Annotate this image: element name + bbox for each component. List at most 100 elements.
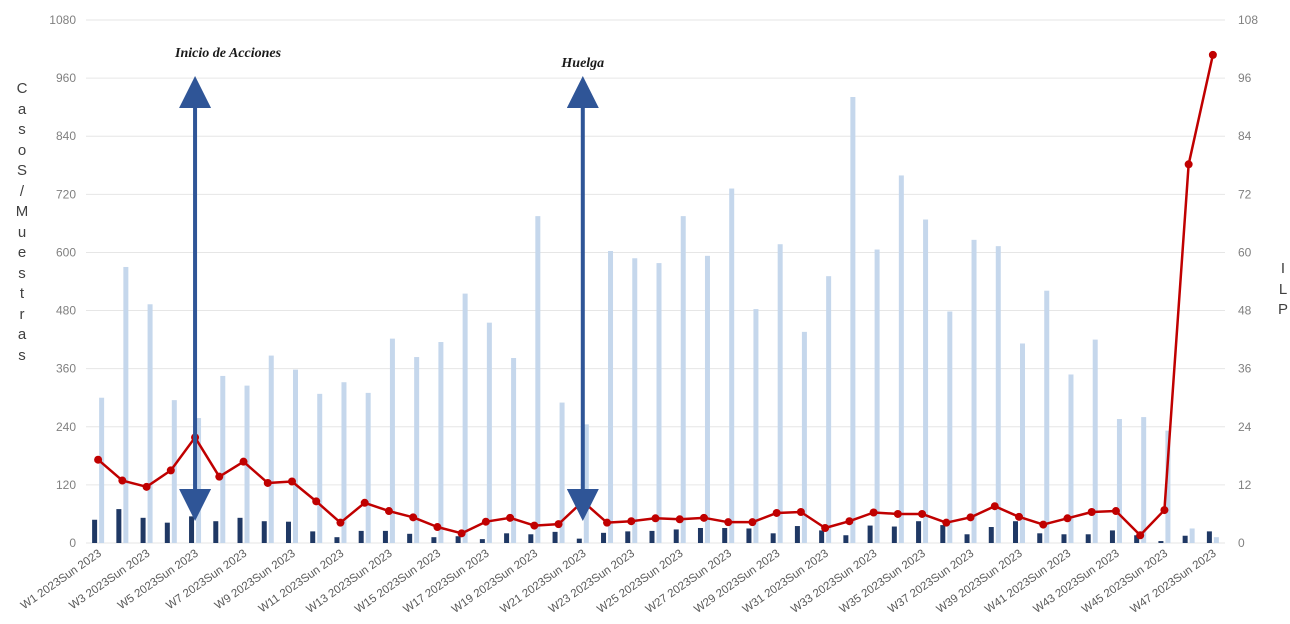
x-tick-label: W43 2023Sun 2023 xyxy=(1031,548,1121,616)
x-tick-label: W7 2023Sun 2023 xyxy=(164,548,249,612)
samples-bar xyxy=(462,293,468,543)
cases-bar xyxy=(867,525,873,543)
cases-bar xyxy=(625,531,631,543)
cases-bar xyxy=(189,516,195,543)
left-axis-label-char: C xyxy=(16,80,28,97)
ilp-point xyxy=(118,476,127,485)
ilp-point xyxy=(772,508,781,517)
x-tick-label: W19 2023Sun 2023 xyxy=(450,548,540,616)
samples-bar xyxy=(511,358,517,543)
left-tick-label: 480 xyxy=(56,304,76,318)
ilp-point xyxy=(1015,512,1024,521)
ilp-point xyxy=(627,517,636,526)
samples-bar xyxy=(680,216,686,543)
ilp-point xyxy=(215,472,224,481)
x-tick-label: W3 2023Sun 2023 xyxy=(67,548,152,612)
cases-bar xyxy=(1061,534,1067,543)
left-axis-label-char: a xyxy=(17,100,27,118)
x-tick-label: W29 2023Sun 2023 xyxy=(692,548,782,616)
samples-bar xyxy=(1165,430,1171,543)
annotation-label: Inicio de Acciones xyxy=(174,46,282,61)
samples-bar xyxy=(656,263,662,543)
cases-bar xyxy=(891,526,897,543)
ilp-point xyxy=(821,523,830,532)
cases-bar xyxy=(697,527,703,543)
ilp-point xyxy=(918,509,927,518)
right-tick-label: 60 xyxy=(1238,245,1252,259)
right-tick-label: 84 xyxy=(1238,129,1252,143)
ilp-point xyxy=(409,513,418,522)
cases-bar xyxy=(407,533,413,543)
cases-bar xyxy=(1013,521,1019,543)
left-tick-label: 720 xyxy=(56,187,76,201)
cases-bar xyxy=(334,537,340,543)
x-tick-label: W1 2023Sun 2023 xyxy=(19,548,104,612)
samples-bar xyxy=(317,393,323,543)
left-axis-label-char: M xyxy=(15,203,29,220)
ilp-point xyxy=(796,508,805,517)
samples-bar xyxy=(729,188,735,543)
left-axis-label-char: t xyxy=(19,285,25,302)
samples-bar xyxy=(292,369,298,543)
ilp-point xyxy=(1111,507,1120,516)
left-tick-label: 0 xyxy=(69,536,76,550)
samples-bar xyxy=(826,276,832,543)
ilp-point xyxy=(1087,508,1096,517)
x-tick-label: W27 2023Sun 2023 xyxy=(644,548,734,616)
x-tick-label: W45 2023Sun 2023 xyxy=(1080,548,1170,616)
x-tick-label: W23 2023Sun 2023 xyxy=(547,548,637,616)
samples-bar xyxy=(971,239,977,543)
right-tick-label: 48 xyxy=(1238,304,1252,318)
left-axis-label-char: S xyxy=(16,162,27,179)
annotation-label: Huelga xyxy=(560,56,604,71)
cases-bar xyxy=(1134,535,1140,543)
x-tick-label: W13 2023Sun 2023 xyxy=(304,548,394,616)
ilp-point xyxy=(1184,160,1193,169)
ilp-point xyxy=(481,517,490,526)
ilp-point xyxy=(384,507,393,516)
left-axis-label-char: s xyxy=(18,121,26,138)
samples-bar xyxy=(1189,528,1195,543)
x-tick-label: W35 2023Sun 2023 xyxy=(838,548,928,616)
ilp-point xyxy=(530,521,539,530)
samples-bars xyxy=(99,96,1219,544)
right-tick-label: 72 xyxy=(1238,187,1252,201)
samples-bar xyxy=(608,250,614,543)
cases-bar xyxy=(479,539,485,543)
cases-bar xyxy=(746,528,752,543)
right-tick-label: 36 xyxy=(1238,362,1252,376)
x-tick-label: W15 2023Sun 2023 xyxy=(353,548,443,616)
cases-bar xyxy=(916,521,922,543)
left-axis-label-char: s xyxy=(18,346,26,364)
samples-bar xyxy=(220,375,226,543)
cases-bar xyxy=(528,534,534,543)
ilp-point xyxy=(699,513,708,522)
samples-bar xyxy=(947,311,953,543)
x-tick-label: W31 2023Sun 2023 xyxy=(741,548,831,616)
left-axis-label-char: u xyxy=(17,223,27,241)
x-tick-label: W17 2023Sun 2023 xyxy=(401,548,491,616)
cases-bar xyxy=(673,529,679,543)
samples-bar xyxy=(147,304,153,543)
cases-bar xyxy=(770,533,776,543)
ilp-point xyxy=(990,502,999,511)
samples-bar xyxy=(438,342,444,543)
left-axis-ticks: 0 120 240 360 480 600 720 840 960 1080 xyxy=(49,13,76,550)
cases-bar xyxy=(92,519,98,543)
ilp-point xyxy=(869,508,878,517)
ilp-point xyxy=(360,498,369,507)
cases-bar xyxy=(940,525,946,543)
right-axis-label-char: P xyxy=(1277,301,1288,318)
ilp-point xyxy=(845,517,854,526)
left-tick-label: 240 xyxy=(56,420,76,434)
x-tick-label: W9 2023Sun 2023 xyxy=(213,548,298,612)
samples-bar xyxy=(632,258,638,543)
cases-bar xyxy=(213,521,219,543)
samples-bar xyxy=(123,266,129,543)
cases-bar xyxy=(1158,541,1164,543)
ilp-point xyxy=(336,518,345,527)
cases-bar xyxy=(431,537,437,543)
x-tick-label: W47 2023Sun 2023 xyxy=(1128,548,1218,616)
